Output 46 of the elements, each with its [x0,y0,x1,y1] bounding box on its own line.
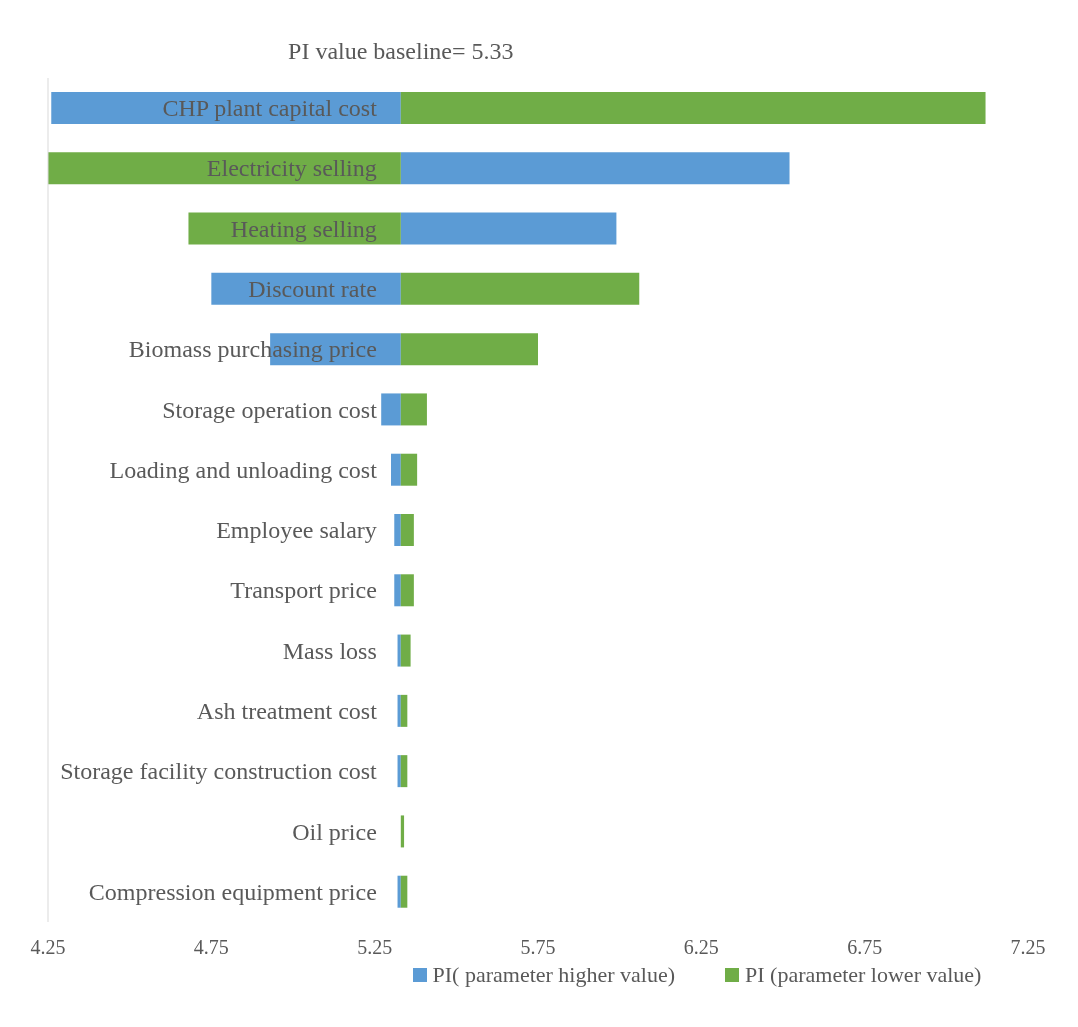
bar [400,875,408,908]
x-tick-label: 6.25 [683,936,719,959]
bar [400,514,414,546]
bar [381,393,401,426]
y-tick-label: CHP plant capital cost [162,95,378,122]
bar [400,393,427,426]
y-tick-label: Storage operation cost [162,396,378,423]
legend-label: PI (parameter lower value) [745,962,982,988]
bar [394,574,401,607]
y-tick-label: Storage facility construction cost [60,758,378,785]
bar [397,875,401,908]
bar [400,212,617,245]
x-tick-label: 4.25 [30,936,66,959]
bar [400,453,418,486]
bar [400,333,538,366]
bar [48,152,401,185]
bar [400,152,790,185]
y-tick-label: Employee salary [216,517,377,544]
bar [400,815,405,848]
x-tick-label: 6.75 [847,936,883,959]
bar [400,755,408,788]
y-tick-label: Loading and unloading cost [109,456,378,483]
bar [394,514,401,546]
bar [397,634,401,667]
x-tick-label: 5.25 [357,936,393,959]
y-tick-label: Mass loss [282,637,377,664]
y-tick-label: Discount rate [248,276,377,302]
bar [400,694,408,727]
y-tick-label: Compression equipment price [88,878,377,905]
chart-title: PI value baseline= 5.33 [287,38,515,65]
legend-label: PI( parameter higher value) [432,962,676,988]
y-tick-label: Electricity selling [206,155,377,182]
bar [400,92,986,124]
bar [397,694,401,727]
y-tick-label: Oil price [292,818,377,845]
y-tick-label: Transport price [230,577,377,604]
bar [400,574,414,607]
bar [400,634,411,667]
bar [397,755,401,788]
x-tick-label: 7.25 [1010,936,1046,959]
bar [391,453,401,486]
x-tick-label: 5.75 [520,936,556,959]
x-tick-label: 4.75 [193,936,229,959]
y-tick-label: Ash treatment cost [196,698,378,724]
bar [400,272,640,305]
y-tick-label: Heating selling [230,215,377,242]
